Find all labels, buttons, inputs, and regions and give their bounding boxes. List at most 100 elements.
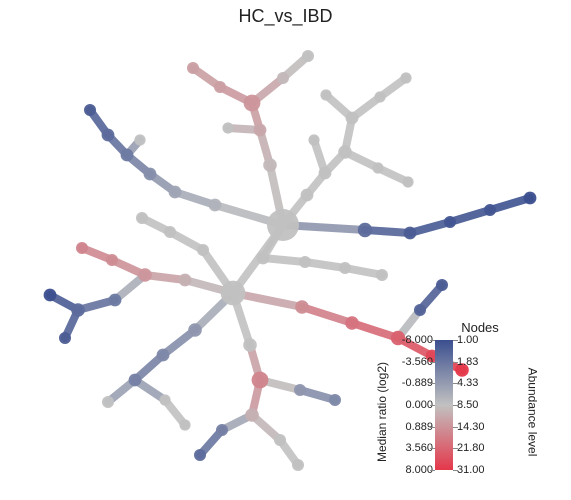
legend-tick-mark bbox=[453, 362, 458, 363]
tree-node bbox=[84, 104, 96, 116]
legend-tick-mark bbox=[453, 470, 458, 471]
tree-node bbox=[76, 242, 88, 254]
legend-tick: 0.889 bbox=[395, 422, 433, 433]
tree-node bbox=[222, 122, 233, 133]
tree-node bbox=[320, 89, 331, 100]
tree-node bbox=[402, 176, 413, 187]
tree-node bbox=[214, 81, 226, 93]
legend-tick: 8.50 bbox=[457, 400, 507, 411]
tree-node bbox=[338, 145, 352, 159]
tree-node bbox=[169, 186, 182, 199]
legend-tick-mark bbox=[430, 470, 435, 471]
tree-node bbox=[243, 338, 257, 352]
legend-right-axis: 1.001.834.338.5014.3021.8031.00 bbox=[457, 340, 507, 470]
legend-tick-mark bbox=[430, 383, 435, 384]
tree-edge bbox=[450, 210, 490, 222]
legend-tick: 3.560 bbox=[395, 443, 433, 454]
tree-node bbox=[339, 262, 351, 274]
tree-node bbox=[138, 268, 152, 282]
legend: Nodes -8.000 -3.560 -0.889 0.000 0.889 3.560 8… bbox=[395, 320, 565, 490]
tree-node bbox=[254, 124, 267, 137]
legend-tick: -0.889 bbox=[395, 378, 433, 389]
legend-tick: -3.560 bbox=[395, 357, 433, 368]
tree-node bbox=[102, 129, 115, 142]
tree-node bbox=[209, 199, 222, 212]
legend-tick-mark bbox=[453, 427, 458, 428]
tree-node bbox=[404, 227, 417, 240]
tree-node bbox=[346, 112, 359, 125]
tree-node bbox=[144, 168, 157, 181]
tree-node bbox=[292, 459, 304, 471]
tree-node bbox=[179, 419, 190, 430]
legend-right-label: Abundance level bbox=[525, 368, 539, 457]
tree-node bbox=[524, 192, 537, 205]
tree-node bbox=[134, 134, 145, 145]
legend-tick: 1.83 bbox=[457, 357, 507, 368]
tree-node bbox=[197, 244, 209, 256]
legend-tick: -8.000 bbox=[395, 335, 433, 346]
legend-tick: 21.80 bbox=[457, 443, 507, 454]
tree-node bbox=[244, 95, 261, 112]
tree-node bbox=[319, 167, 332, 180]
legend-left-axis: -8.000-3.560-0.8890.0000.8893.5608.000 bbox=[395, 340, 433, 470]
legend-tick-mark bbox=[453, 405, 458, 406]
legend-tick-mark bbox=[453, 448, 458, 449]
tree-node bbox=[277, 72, 289, 84]
tree-node bbox=[245, 408, 259, 422]
tree-node bbox=[299, 256, 311, 268]
tree-node bbox=[257, 252, 270, 265]
tree-node bbox=[121, 149, 134, 162]
tree-node bbox=[109, 294, 122, 307]
tree-node bbox=[263, 158, 277, 172]
tree-node bbox=[400, 72, 411, 83]
tree-node bbox=[294, 384, 306, 396]
tree-node bbox=[345, 316, 359, 330]
tree-node bbox=[187, 62, 199, 74]
tree-node bbox=[484, 204, 496, 216]
tree-node bbox=[136, 212, 148, 224]
tree-node bbox=[376, 269, 388, 281]
legend-gradient bbox=[435, 340, 453, 470]
tree-edge bbox=[305, 262, 345, 268]
tree-node bbox=[295, 300, 309, 314]
legend-tick-mark bbox=[453, 383, 458, 384]
legend-tick: 31.00 bbox=[457, 465, 507, 476]
tree-node bbox=[302, 50, 314, 62]
tree-node bbox=[179, 274, 192, 287]
tree-node bbox=[329, 394, 341, 406]
legend-tick-mark bbox=[430, 427, 435, 428]
tree-node bbox=[252, 372, 269, 389]
tree-node bbox=[414, 304, 426, 316]
tree-node bbox=[221, 281, 246, 306]
tree-node bbox=[59, 332, 71, 344]
tree-node bbox=[102, 396, 114, 408]
legend-tick: 4.33 bbox=[457, 378, 507, 389]
tree-node bbox=[436, 279, 448, 291]
tree-node bbox=[157, 349, 170, 362]
legend-tick-mark bbox=[430, 448, 435, 449]
tree-node bbox=[44, 289, 57, 302]
tree-node bbox=[106, 254, 118, 266]
tree-edge bbox=[352, 323, 398, 338]
tree-edge bbox=[302, 307, 352, 323]
tree-node bbox=[308, 134, 319, 145]
tree-node bbox=[164, 226, 176, 238]
legend-tick: 0.000 bbox=[395, 400, 433, 411]
tree-node bbox=[71, 303, 85, 317]
tree-node bbox=[274, 434, 286, 446]
tree-node bbox=[358, 223, 372, 237]
tree-node bbox=[159, 394, 170, 405]
legend-tick-mark bbox=[430, 362, 435, 363]
tree-node bbox=[444, 216, 456, 228]
tree-node bbox=[374, 91, 385, 102]
tree-node bbox=[301, 189, 314, 202]
legend-tick: 1.00 bbox=[457, 335, 507, 346]
legend-title: Nodes bbox=[395, 320, 565, 335]
legend-tick-mark bbox=[453, 340, 458, 341]
legend-tick-mark bbox=[430, 340, 435, 341]
tree-node bbox=[216, 424, 228, 436]
tree-node bbox=[372, 162, 383, 173]
legend-tick-mark bbox=[430, 405, 435, 406]
tree-node bbox=[188, 323, 202, 337]
tree-node bbox=[129, 374, 142, 387]
